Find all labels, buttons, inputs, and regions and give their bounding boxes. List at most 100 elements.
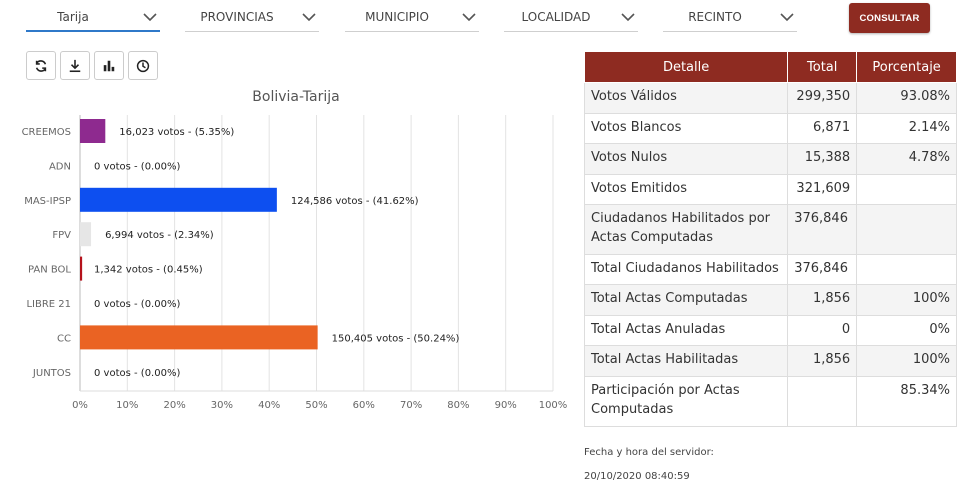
row-total: 15,388 xyxy=(787,143,858,175)
x-tick-label: 30% xyxy=(211,400,233,411)
row-porcentaje: 85.34% xyxy=(856,376,957,427)
table-row: Votos Válidos 299,350 93.08% xyxy=(583,82,957,114)
refresh-icon xyxy=(35,59,47,72)
row-detalle: Total Actas Habilitadas xyxy=(583,345,789,377)
chart-grid xyxy=(79,115,554,392)
row-porcentaje xyxy=(856,204,957,255)
download-icon xyxy=(69,59,81,72)
row-detalle: Votos Válidos xyxy=(583,82,789,114)
row-detalle: Votos Blancos xyxy=(583,113,789,144)
refresh-button[interactable] xyxy=(26,51,56,80)
category-label: CC xyxy=(57,333,71,344)
header-porcentaje: Porcentaje xyxy=(856,51,957,83)
table-row: Total Actas Anuladas 0 0% xyxy=(583,315,957,346)
category-label: PAN BOL xyxy=(28,265,71,276)
category-label: MAS-IPSP xyxy=(24,196,71,207)
row-total: 321,609 xyxy=(787,174,858,205)
table-row: Total Actas Computadas 1,856 100% xyxy=(583,284,957,316)
bar xyxy=(80,222,92,247)
chart-title: Bolivia-Tarija xyxy=(252,89,339,105)
row-total xyxy=(787,376,858,427)
recinto-value: RECINTO xyxy=(688,10,742,24)
row-detalle: Total Ciudadanos Habilitados xyxy=(583,254,789,285)
municipio-value: MUNICIPIO xyxy=(365,10,429,24)
departamento-select[interactable]: Tarija xyxy=(26,4,160,32)
data-label: 0 votos - (0.00%) xyxy=(94,299,180,310)
chart-data-labels: 16,023 votos - (5.35%) 0 votos - (0.00%) 1… xyxy=(94,127,459,379)
x-tick-label: 100% xyxy=(539,400,568,411)
table-row: Votos Blancos 6,871 2.14% xyxy=(583,113,957,144)
chevron-down-icon xyxy=(462,13,476,22)
provincias-select[interactable]: PROVINCIAS xyxy=(185,4,319,32)
x-tick-label: 60% xyxy=(353,400,375,411)
x-tick-label: 10% xyxy=(116,400,138,411)
recinto-select[interactable]: RECINTO xyxy=(663,4,797,32)
data-label: 124,586 votos - (41.62%) xyxy=(291,196,419,207)
municipio-select[interactable]: MUNICIPIO xyxy=(345,4,479,32)
x-tick-label: 50% xyxy=(305,400,327,411)
row-total: 376,846 xyxy=(787,204,858,255)
data-label: 0 votos - (0.00%) xyxy=(94,368,180,379)
table-row: Participación por Actas Computadas 85.34… xyxy=(583,376,957,427)
x-tick-label: 0% xyxy=(72,400,88,411)
table-row: Votos Nulos 15,388 4.78% xyxy=(583,143,957,175)
chart-bars xyxy=(80,119,318,350)
consultar-button[interactable]: CONSULTAR xyxy=(849,3,930,33)
row-porcentaje: 100% xyxy=(856,284,957,316)
category-label: CREEMOS xyxy=(22,127,71,138)
row-detalle: Votos Nulos xyxy=(583,143,789,175)
category-label: JUNTOS xyxy=(32,368,71,379)
chevron-down-icon xyxy=(621,13,635,22)
bar xyxy=(80,256,83,281)
chart-button[interactable] xyxy=(94,51,124,80)
chart-category-labels: CREEMOS ADN MAS-IPSP FPV PAN BOL LIBRE 21 CC JU… xyxy=(22,127,72,379)
x-tick-label: 20% xyxy=(163,400,185,411)
row-total: 6,871 xyxy=(787,113,858,144)
clock-icon xyxy=(136,59,150,72)
chart-x-axis: 0% 10% 20% 30% 40% 50% 60% 70% 80% 90% 100% xyxy=(72,400,567,411)
row-porcentaje xyxy=(856,254,957,285)
localidad-value: LOCALIDAD xyxy=(521,10,591,24)
category-label: FPV xyxy=(52,230,71,241)
row-porcentaje: 93.08% xyxy=(856,82,957,114)
download-button[interactable] xyxy=(60,51,90,80)
row-total: 0 xyxy=(787,315,858,346)
data-label: 1,342 votos - (0.45%) xyxy=(94,265,203,276)
server-time-value: 20/10/2020 08:40:59 xyxy=(584,471,690,482)
row-porcentaje: 4.78% xyxy=(856,143,957,175)
x-tick-label: 80% xyxy=(447,400,469,411)
row-total: 376,846 xyxy=(787,254,858,285)
table-row: Ciudadanos Habilitados por Actas Computa… xyxy=(583,204,957,255)
row-detalle: Total Actas Anuladas xyxy=(583,315,789,346)
row-detalle: Total Actas Computadas xyxy=(583,284,789,316)
row-total: 299,350 xyxy=(787,82,858,114)
bar-chart-icon xyxy=(103,60,115,71)
table-row: Total Actas Habilitadas 1,856 100% xyxy=(583,345,957,377)
localidad-select[interactable]: LOCALIDAD xyxy=(504,4,638,32)
data-label: 16,023 votos - (5.35%) xyxy=(119,127,234,138)
bar xyxy=(80,187,277,212)
chevron-down-icon xyxy=(143,13,157,22)
departamento-value: Tarija xyxy=(57,10,89,24)
data-label: 150,405 votos - (50.24%) xyxy=(332,333,460,344)
row-detalle: Votos Emitidos xyxy=(583,174,789,205)
x-tick-label: 40% xyxy=(258,400,280,411)
history-button[interactable] xyxy=(128,51,158,80)
row-porcentaje: 0% xyxy=(856,315,957,346)
header-detalle: Detalle xyxy=(583,51,789,83)
x-tick-label: 70% xyxy=(400,400,422,411)
results-table: Detalle Total Porcentaje Votos Válidos 2… xyxy=(583,51,957,427)
chevron-down-icon xyxy=(780,13,794,22)
row-total: 1,856 xyxy=(787,284,858,316)
chevron-down-icon xyxy=(302,13,316,22)
votes-bar-chart: Bolivia-Tarija CREEMOS ADN MAS-IPSP FPV PAN … xyxy=(22,89,568,411)
table-row: Total Ciudadanos Habilitados 376,846 xyxy=(583,254,957,285)
bar xyxy=(80,119,106,143)
category-label: ADN xyxy=(49,161,71,172)
header-total: Total xyxy=(787,51,858,83)
data-label: 6,994 votos - (2.34%) xyxy=(105,230,214,241)
row-detalle: Participación por Actas Computadas xyxy=(583,376,789,427)
row-detalle: Ciudadanos Habilitados por Actas Computa… xyxy=(583,204,789,255)
row-porcentaje: 2.14% xyxy=(856,113,957,144)
x-tick-label: 90% xyxy=(495,400,517,411)
